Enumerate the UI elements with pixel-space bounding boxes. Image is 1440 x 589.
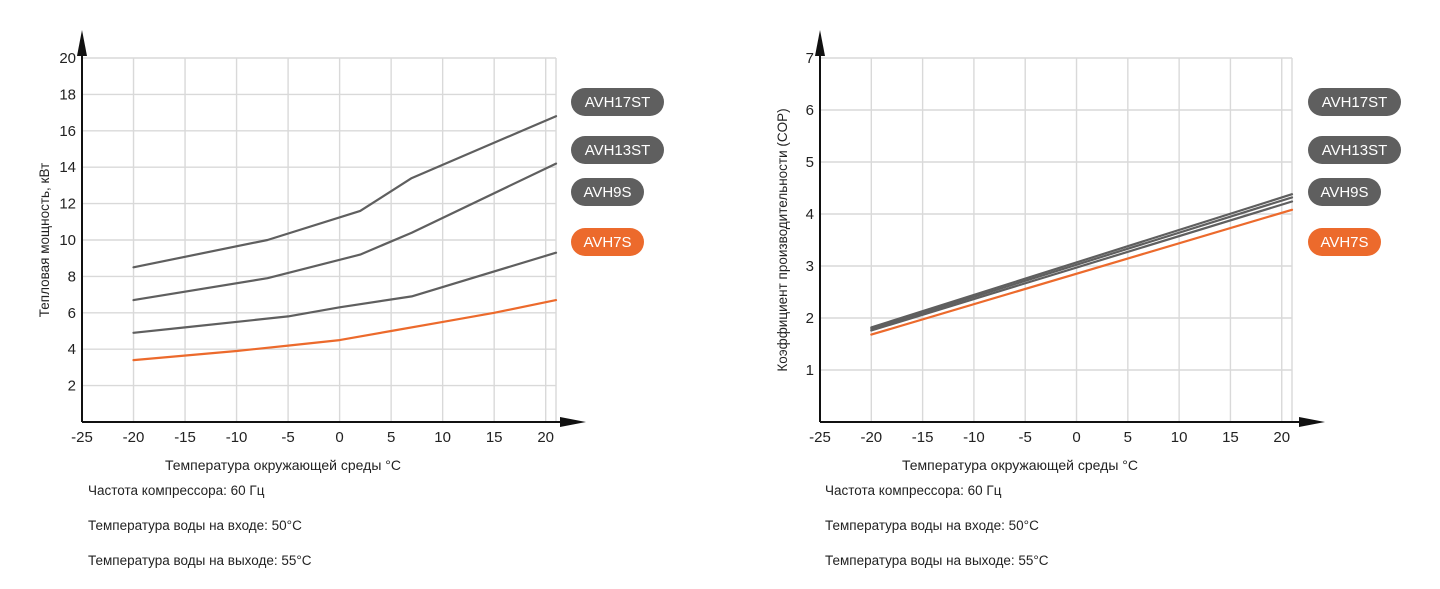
legend-badge-avh17st: AVH17ST [571, 88, 664, 116]
x-tick-label: -15 [912, 429, 934, 446]
x-tick-label: 0 [1072, 429, 1080, 446]
condition-note: Частота компрессора: 60 Гц [825, 483, 1002, 498]
x-tick-label: -25 [71, 429, 93, 446]
y-tick-label: 6 [806, 102, 814, 119]
legend-badge-avh9s: AVH9S [571, 178, 644, 206]
x-tick-label: 5 [1124, 429, 1132, 446]
legend-badge-bg [1308, 178, 1381, 206]
y-tick-label: 4 [68, 341, 76, 358]
chart-2: -25 -20 -15 -10 -5 0 5 10 15 20 1 2 3 4 5 6 7 Температура… [775, 30, 1401, 568]
legend-badge-avh7s: AVH7S [571, 228, 644, 256]
x-tick-label: -10 [226, 429, 248, 446]
y-tick-label: 20 [59, 50, 76, 67]
legend-badge-bg [1308, 228, 1381, 256]
chart-1: -25 -20 -15 -10 -5 0 5 10 15 20 2 4 6 8 10 12 14 16 18 20 Те… [37, 30, 664, 568]
x-tick-label: 0 [335, 429, 343, 446]
x-tick-label: 15 [486, 429, 503, 446]
y-tick-label: 7 [806, 50, 814, 67]
condition-note: Температура воды на входе: 50°C [88, 518, 302, 533]
legend-label: AVH7S [1320, 234, 1368, 251]
y-tick-label: 18 [59, 86, 76, 103]
y-tick-label: 8 [68, 268, 76, 285]
series-line-avh9s [132, 251, 558, 334]
y-axis-arrow-icon [77, 30, 87, 56]
condition-note: Частота компрессора: 60 Гц [88, 483, 265, 498]
x-tick-label: 10 [434, 429, 451, 446]
legend-badge-bg [571, 228, 644, 256]
legend-label: AVH17ST [1322, 94, 1388, 111]
y-tick-label: 2 [806, 310, 814, 327]
legend-label: AVH13ST [1322, 142, 1388, 159]
y-axis-label: Коэффициент производительности (COP) [775, 108, 790, 371]
y-tick-label: 16 [59, 123, 76, 140]
legend-label: AVH17ST [585, 94, 651, 111]
y-axis-arrow-icon [815, 30, 825, 56]
y-tick-label: 14 [59, 159, 76, 176]
y-tick-label: 1 [806, 362, 814, 379]
condition-note: Температура воды на выходе: 55°C [825, 553, 1049, 568]
legend-badge-bg [571, 178, 644, 206]
series-line-avh7s [132, 299, 558, 362]
series-line-avh7s [870, 208, 1294, 336]
x-tick-label: -5 [1019, 429, 1032, 446]
y-tick-label: 5 [806, 154, 814, 171]
legend-badge-bg [571, 136, 664, 164]
legend-label: AVH7S [583, 234, 631, 251]
grid [820, 57, 1293, 422]
x-tick-label: -10 [963, 429, 985, 446]
series-line-avh17st [870, 193, 1294, 329]
legend-badge-bg [1308, 88, 1401, 116]
x-tick-label: -25 [809, 429, 831, 446]
y-axis-label: Тепловая мощность, кВт [37, 163, 52, 317]
y-tick-label: 6 [68, 305, 76, 322]
x-tick-label: 20 [537, 429, 554, 446]
legend-badge-avh13st: AVH13ST [571, 136, 664, 164]
x-tick-label: -20 [860, 429, 882, 446]
x-tick-label: 15 [1222, 429, 1239, 446]
series-line-avh13st [132, 162, 558, 302]
legend-label: AVH9S [583, 184, 631, 201]
y-tick-label: 3 [806, 258, 814, 275]
x-tick-label: 10 [1171, 429, 1188, 446]
legend-badge-bg [571, 88, 664, 116]
x-tick-label: -5 [281, 429, 294, 446]
legend-label: AVH9S [1320, 184, 1368, 201]
x-axis-arrow-icon [1299, 417, 1325, 427]
grid [82, 57, 557, 422]
x-axis-label: Температура окружающей среды °C [165, 457, 401, 473]
condition-note: Температура воды на входе: 50°C [825, 518, 1039, 533]
legend-badge-avh17st: AVH17ST [1308, 88, 1401, 116]
legend-badge-bg [1308, 136, 1401, 164]
condition-note: Температура воды на выходе: 55°C [88, 553, 312, 568]
legend-badge-avh7s: AVH7S [1308, 228, 1381, 256]
series-line-avh13st [870, 196, 1294, 330]
x-tick-label: -20 [123, 429, 145, 446]
x-tick-label: -15 [174, 429, 196, 446]
series-line-avh9s [870, 200, 1294, 332]
x-axis-arrow-icon [560, 417, 586, 427]
y-tick-label: 12 [59, 196, 76, 213]
y-tick-label: 2 [68, 378, 76, 395]
legend-badge-avh13st: AVH13ST [1308, 136, 1401, 164]
legend-label: AVH13ST [585, 142, 651, 159]
x-axis-label: Температура окружающей среды °C [902, 457, 1138, 473]
series-line-avh17st [132, 115, 558, 269]
y-tick-label: 10 [59, 232, 76, 249]
x-tick-label: 20 [1273, 429, 1290, 446]
y-tick-label: 4 [806, 206, 814, 223]
legend-badge-avh9s: AVH9S [1308, 178, 1381, 206]
x-tick-label: 5 [387, 429, 395, 446]
